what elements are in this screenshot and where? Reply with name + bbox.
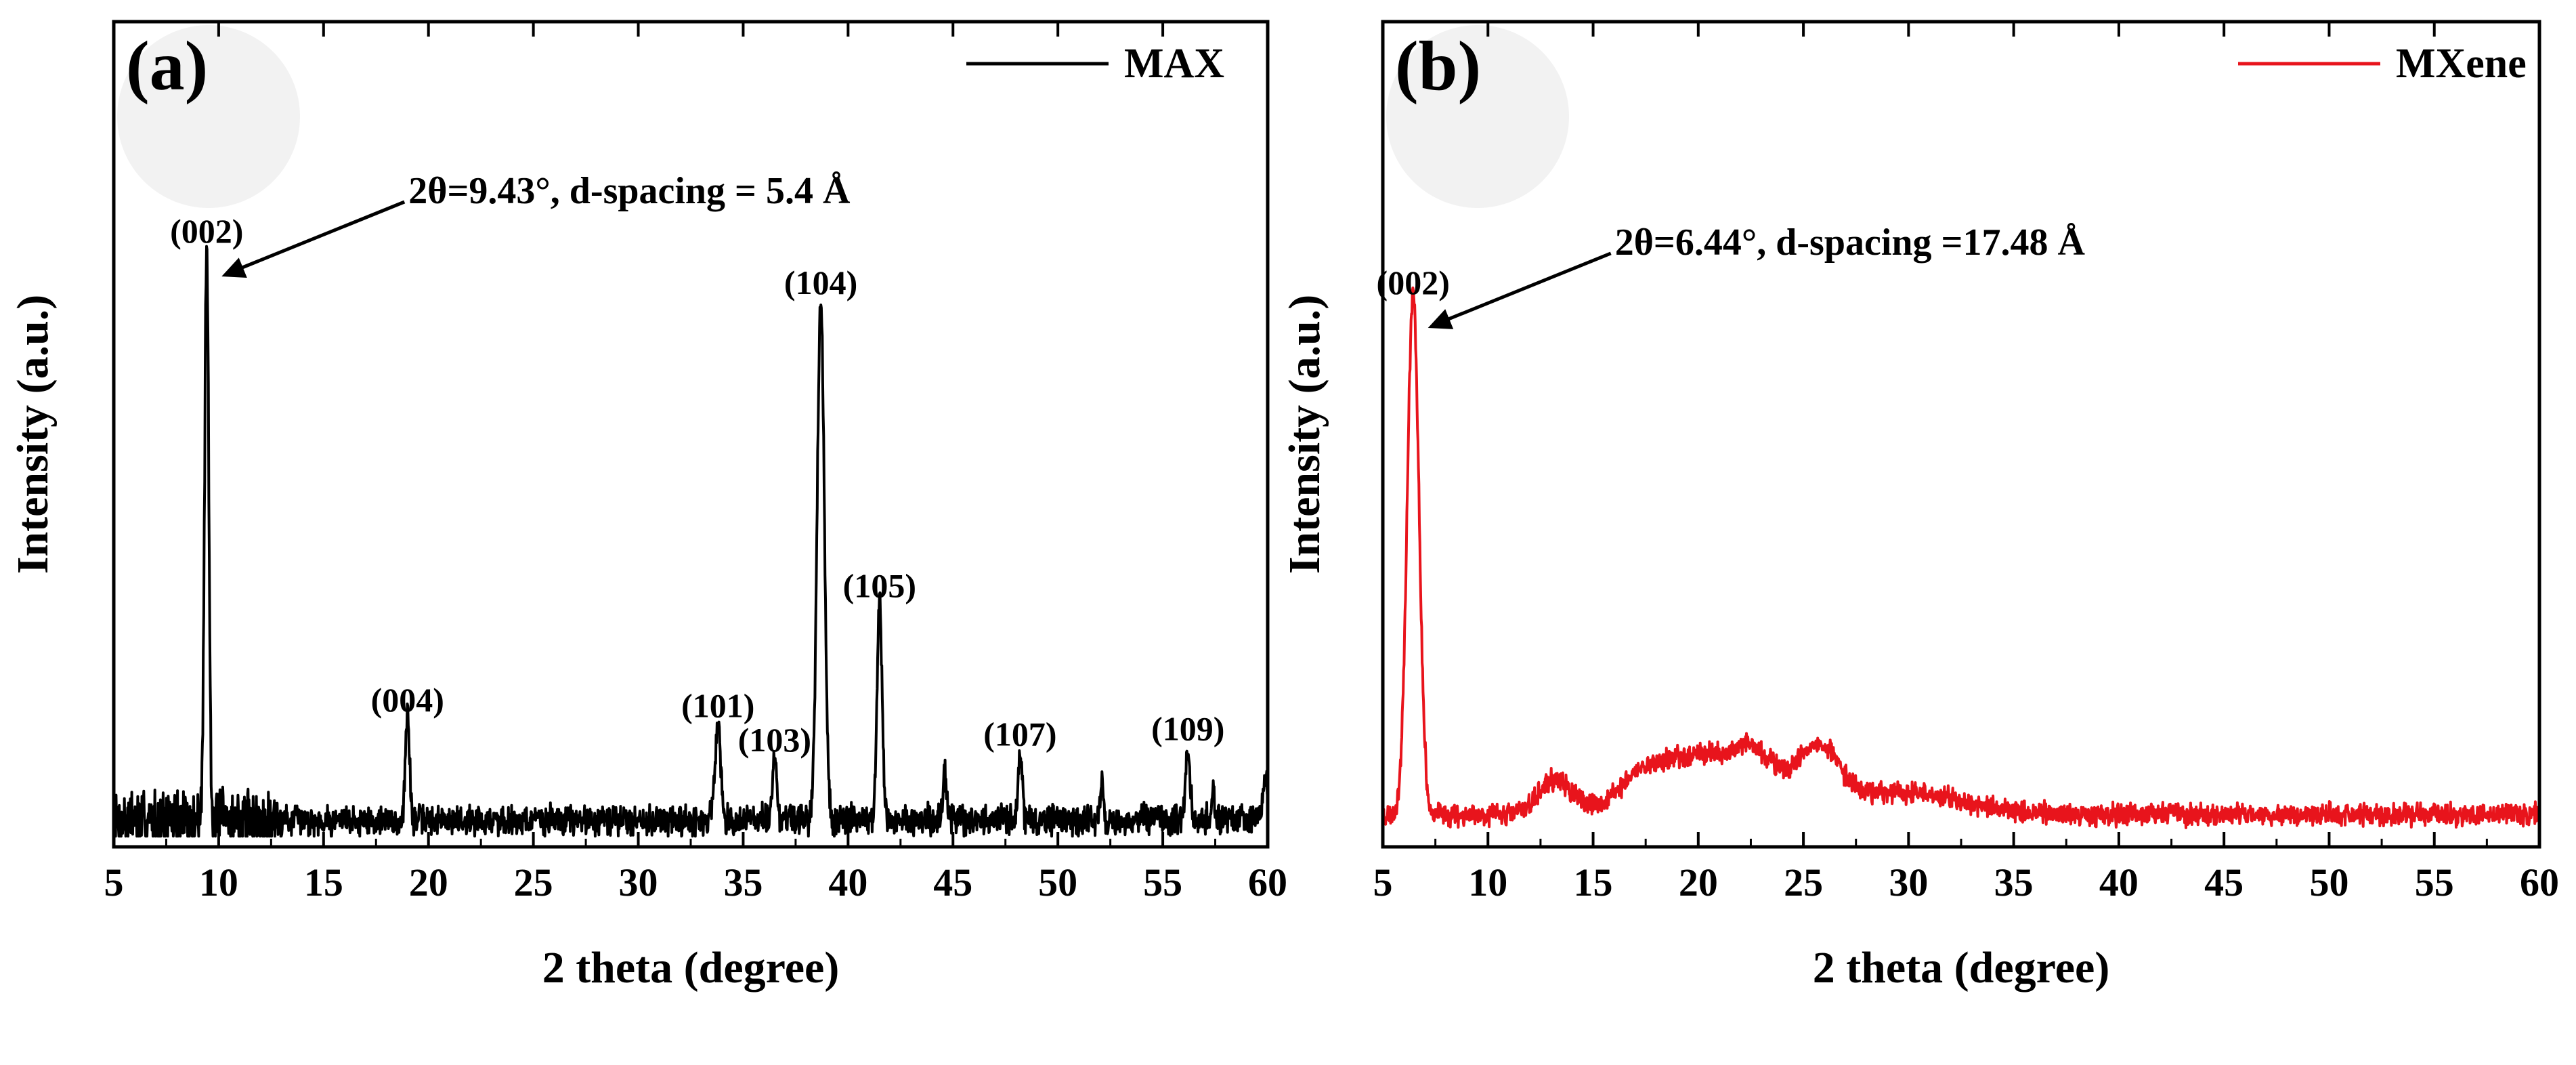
panel-a-max: 5 10 15 20 25 30 35 40 45 50 55 60 2 theta (degree) I…: [8, 20, 1287, 993]
peak-label: (002): [1377, 264, 1450, 301]
peak-label: (107): [983, 715, 1056, 753]
x-axis-label: 2 theta (degree): [542, 943, 840, 993]
x-tick-label: 50: [1038, 860, 1077, 904]
x-tick-label: 20: [1679, 860, 1718, 904]
x-tick-label: 5: [104, 860, 124, 904]
peak-label: (103): [738, 721, 811, 759]
peak-label: (101): [681, 687, 754, 725]
x-tick-label: 10: [199, 860, 238, 904]
x-tick-label: 60: [1248, 860, 1287, 904]
legend-label: MXene: [2396, 41, 2527, 87]
spectrum-line: [1381, 286, 2541, 829]
peak-label: (004): [371, 681, 444, 719]
peak-label: (109): [1151, 709, 1224, 747]
peak-label: (002): [170, 212, 243, 250]
x-tick-label: 50: [2309, 860, 2348, 904]
x-tick-label: 10: [1468, 860, 1507, 904]
x-tick-label: 30: [1889, 860, 1928, 904]
panel-b-mxene: 5 10 15 20 25 30 35 40 45 50 55 60 2 theta (degree) I…: [1280, 20, 2559, 993]
x-tick-label: 5: [1373, 860, 1393, 904]
x-tick-label: 15: [1574, 860, 1613, 904]
x-tick-label: 15: [304, 860, 343, 904]
spectrum-line: [112, 245, 1269, 838]
x-tick-label: 40: [828, 860, 867, 904]
panel-letter: (a): [126, 27, 208, 105]
x-tick-label: 60: [2520, 860, 2559, 904]
x-tick-label: 40: [2099, 860, 2139, 904]
x-tick-label: 25: [1784, 860, 1823, 904]
legend-label: MAX: [1124, 41, 1224, 87]
annotation-text: 2θ=6.44°, d-spacing =17.48 Å: [1615, 222, 2086, 264]
y-axis-label: Intensity (a.u.): [1280, 295, 1329, 575]
panel-letter: (b): [1395, 27, 1481, 105]
corner-highlight: [1386, 25, 1569, 208]
peak-label: (104): [784, 264, 857, 301]
corner-highlight: [117, 25, 300, 208]
x-tick-label: 20: [409, 860, 448, 904]
annotation-text: 2θ=9.43°, d-spacing = 5.4 Å: [408, 170, 851, 212]
annotation-arrowhead: [221, 257, 247, 278]
x-tick-label: 35: [723, 860, 763, 904]
x-tick-label: 45: [933, 860, 972, 904]
x-tick-label: 45: [2204, 860, 2244, 904]
x-tick-label: 30: [619, 860, 658, 904]
annotation-arrowhead: [1427, 309, 1454, 329]
peak-label: (105): [843, 566, 916, 604]
x-axis-label: 2 theta (degree): [1813, 943, 2110, 993]
x-tick-label: 55: [2415, 860, 2454, 904]
x-tick-label: 55: [1143, 860, 1182, 904]
y-axis-label: Intensity (a.u.): [8, 295, 58, 575]
annotation-arrow: [233, 200, 406, 273]
x-tick-label: 35: [1994, 860, 2034, 904]
x-tick-label: 25: [514, 860, 553, 904]
annotation-arrow: [1439, 251, 1612, 325]
